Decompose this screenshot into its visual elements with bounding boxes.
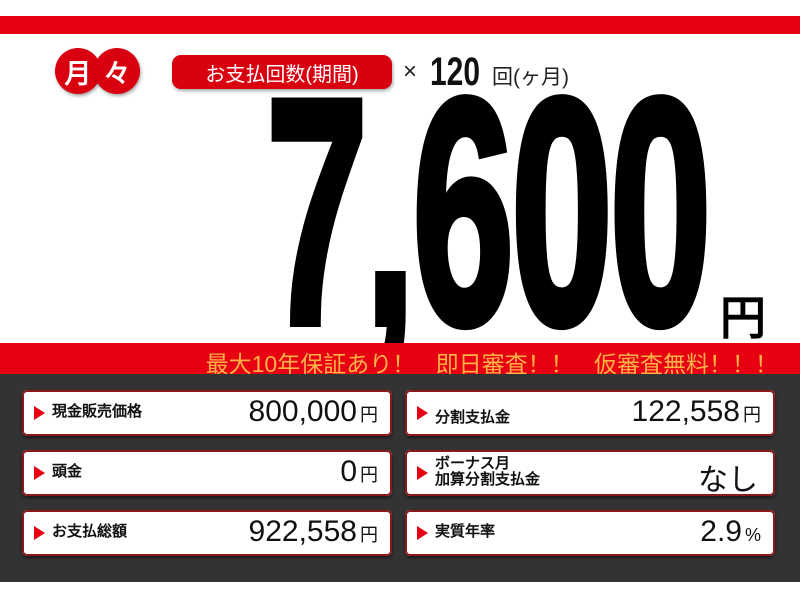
detail-card-installment-total: 分割支払金 122,558 円: [405, 390, 775, 436]
detail-amount: 922,558: [248, 515, 357, 548]
monthly-price-unit: 円: [720, 292, 766, 344]
triangle-bullet-icon: [34, 526, 45, 540]
triangle-bullet-icon: [417, 466, 428, 480]
monthly-badge-repeat: 々: [94, 48, 140, 94]
detail-unit: %: [744, 525, 761, 545]
detail-label: 実質年率: [435, 523, 496, 540]
payments-count: 120: [430, 50, 481, 94]
triangle-bullet-icon: [34, 406, 45, 420]
detail-amount: 2.9: [700, 515, 742, 548]
payments-unit: 回(ヶ月): [492, 66, 569, 89]
detail-value: 122,558 円: [632, 395, 761, 429]
payments-label: お支払回数(期間): [172, 55, 392, 89]
monthly-price-amount: 7,600: [264, 33, 714, 392]
detail-label: 頭金: [52, 463, 83, 480]
detail-value: 2.9%: [700, 515, 761, 549]
detail-card-total-payment: お支払総額 922,558 円: [22, 510, 392, 556]
triangle-bullet-icon: [417, 406, 428, 420]
triangle-bullet-icon: [417, 526, 428, 540]
promo-text: 最大10年保証あり！ 即日審査！！ 仮審査無料！！！: [205, 351, 778, 377]
detail-amount: 0: [340, 455, 357, 488]
detail-label: お支払総額: [52, 523, 128, 540]
detail-unit: 円: [743, 405, 761, 425]
detail-unit: 円: [360, 525, 378, 545]
detail-label: 現金販売価格: [52, 403, 143, 420]
monthly-badge-tsuki: 月: [55, 48, 101, 94]
promo-banner: 最大10年保証あり！ 即日審査！！ 仮審査無料！！！: [0, 343, 800, 377]
detail-card-cash-price: 現金販売価格 800,000 円: [22, 390, 392, 436]
top-red-band: [0, 16, 800, 34]
detail-card-annual-rate: 実質年率 2.9%: [405, 510, 775, 556]
detail-unit: 円: [360, 405, 378, 425]
triangle-bullet-icon: [34, 466, 45, 480]
detail-label: 分割支払金: [435, 409, 511, 426]
detail-unit: 円: [360, 465, 378, 485]
detail-value: 922,558 円: [249, 515, 378, 549]
detail-amount: 122,558: [631, 395, 740, 428]
detail-label: ボーナス月 加算分割支払金: [435, 455, 541, 488]
detail-value: なし: [698, 455, 761, 499]
detail-value: 800,000 円: [249, 395, 378, 429]
detail-card-bonus-addition: ボーナス月 加算分割支払金 なし: [405, 450, 775, 499]
detail-amount: なし: [698, 464, 758, 497]
detail-amount: 800,000: [248, 395, 357, 428]
times-sign: ×: [403, 58, 418, 85]
